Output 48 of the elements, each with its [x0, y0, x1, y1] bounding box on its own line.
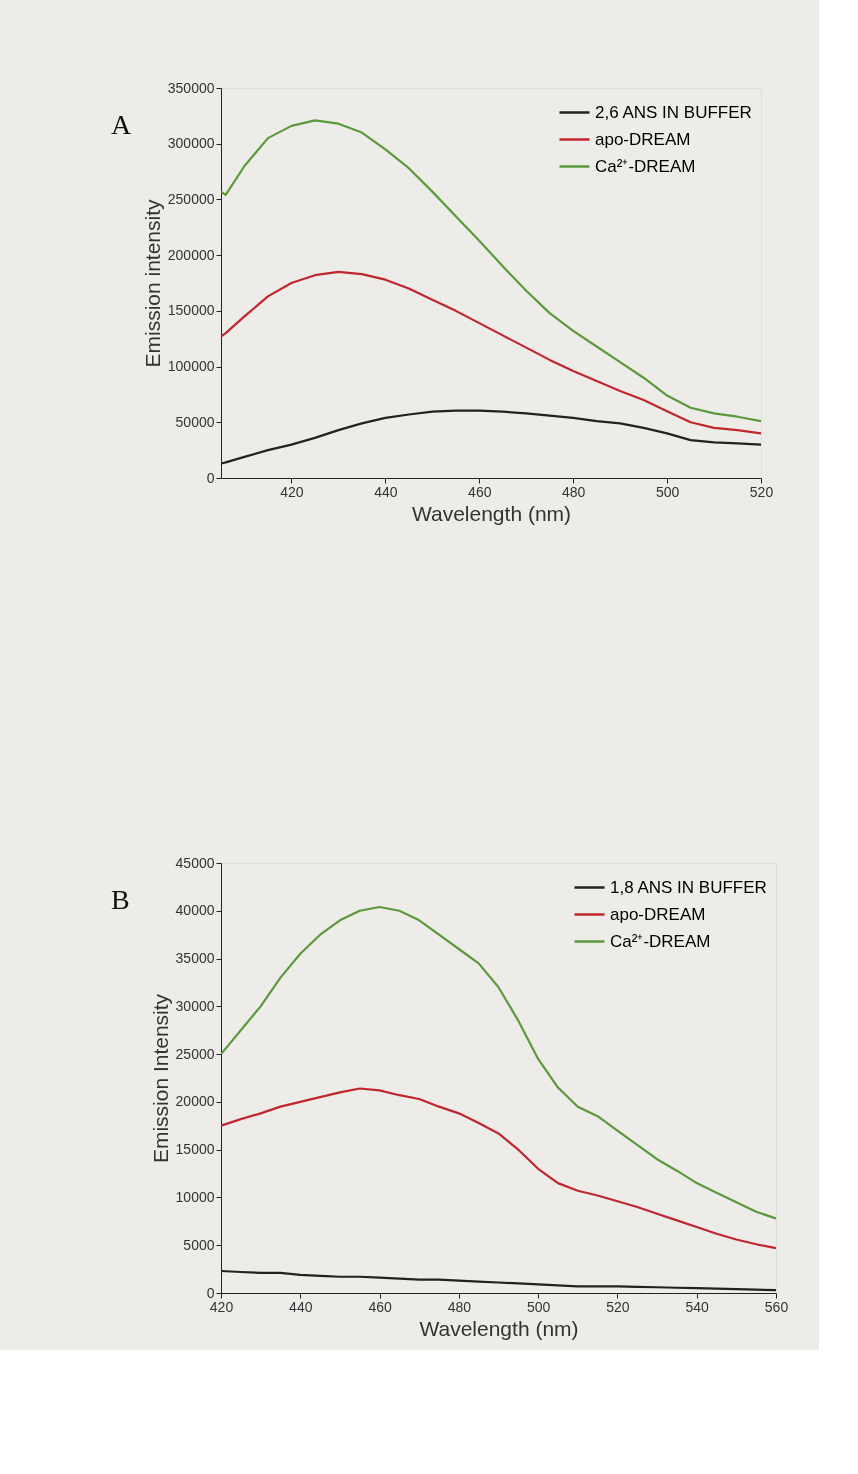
y-tick-label: 300000 — [167, 135, 215, 152]
y-tick-label: 200000 — [167, 246, 215, 263]
legend-label: 1,8 ANS IN BUFFER — [610, 877, 767, 897]
x-tick-label: 460 — [468, 483, 492, 500]
y-tick-label: 40000 — [175, 902, 215, 919]
y-tick-label: 10000 — [175, 1188, 215, 1205]
x-tick-label: 520 — [606, 1298, 630, 1315]
y-tick-label: 0 — [206, 1284, 215, 1301]
y-tick-label: 15000 — [175, 1141, 215, 1158]
y-tick-label: 150000 — [167, 302, 215, 319]
line-series — [221, 1087, 776, 1250]
y-tick-label: 350000 — [167, 79, 215, 96]
x-tick-label: 420 — [280, 483, 304, 500]
line-series — [221, 905, 776, 1220]
x-tick-label: 480 — [447, 1298, 472, 1315]
x-tick-label: 480 — [561, 483, 586, 500]
y-tick-label: 50000 — [175, 413, 215, 430]
x-tick-label: 460 — [368, 1298, 392, 1315]
y-tick-label: 35000 — [175, 950, 215, 967]
y-axis-title: Emission intensity — [140, 198, 164, 368]
x-axis-title: Wavelength (nm) — [411, 501, 572, 525]
x-tick-label: 520 — [749, 483, 774, 500]
y-tick-label: 45000 — [175, 854, 215, 871]
line-series — [221, 119, 761, 423]
legend-label: Ca²⁺-DREAM — [610, 931, 711, 951]
text: B — [111, 884, 130, 915]
text: A — [111, 109, 132, 140]
x-tick-label: 440 — [374, 483, 398, 500]
x-tick-label: 540 — [685, 1298, 710, 1315]
legend-label: apo-DREAM — [595, 129, 691, 149]
y-axis-title: Emission Intensity — [148, 993, 172, 1164]
x-axis-title: Wavelength (nm) — [419, 1316, 579, 1340]
line-series — [221, 270, 761, 435]
y-tick-label: 30000 — [175, 997, 215, 1014]
x-tick-label: 500 — [526, 1298, 551, 1315]
legend-label: apo-DREAM — [610, 904, 706, 924]
legend-label: Ca²⁺-DREAM — [595, 156, 696, 176]
y-tick-label: 100000 — [167, 358, 215, 375]
x-tick-label: 500 — [655, 483, 680, 500]
x-tick-label: 560 — [764, 1298, 789, 1315]
y-tick-label: 25000 — [175, 1045, 215, 1062]
y-tick-label: 20000 — [175, 1093, 215, 1110]
y-tick-label: 250000 — [167, 190, 215, 207]
x-tick-label: 440 — [289, 1298, 313, 1315]
x-tick-label: 420 — [209, 1298, 234, 1315]
y-tick-label: 0 — [206, 469, 215, 486]
y-tick-label: 5000 — [183, 1236, 215, 1253]
legend-label: 2,6 ANS IN BUFFER — [595, 102, 752, 122]
